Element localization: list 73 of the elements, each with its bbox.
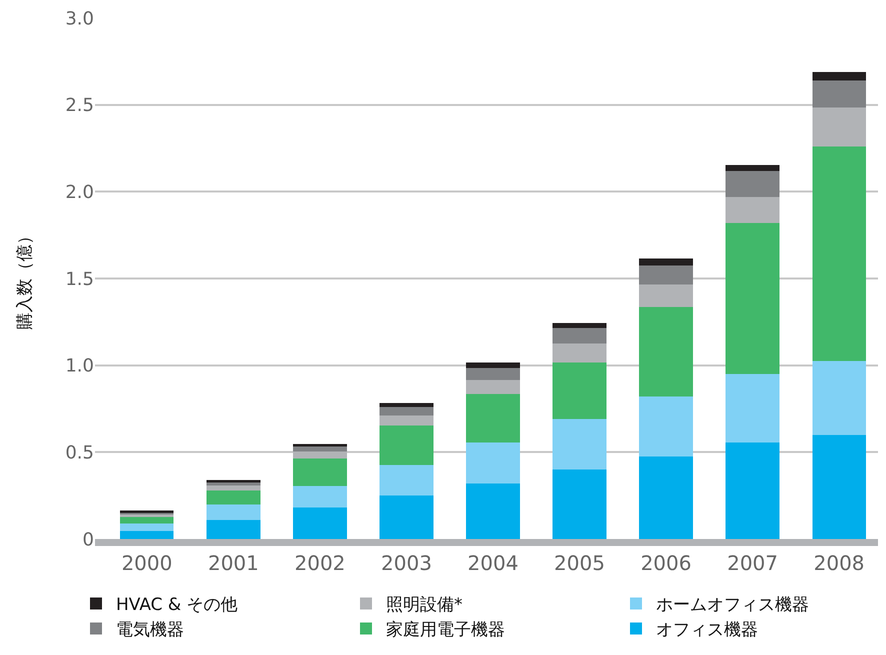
y-tick-label: 0.5 xyxy=(65,442,94,464)
legend-label: HVAC & その他 xyxy=(116,595,238,616)
bar xyxy=(380,465,434,496)
bar xyxy=(206,482,260,486)
bar xyxy=(639,265,693,285)
bar xyxy=(466,362,520,368)
bar xyxy=(726,170,780,197)
bar xyxy=(552,470,606,539)
bar xyxy=(552,362,606,420)
bar xyxy=(380,496,434,539)
y-tick-label: 1.0 xyxy=(65,356,94,377)
x-tick-label: 2005 xyxy=(554,551,605,575)
legend-label: 照明設備* xyxy=(386,595,462,616)
bar xyxy=(120,531,174,539)
x-tick-label: 2007 xyxy=(727,551,778,575)
bar xyxy=(812,107,866,147)
legend-label: 家庭用電子機器 xyxy=(386,620,505,640)
bar xyxy=(812,146,866,361)
bar xyxy=(466,368,520,380)
y-tick-label: 2.0 xyxy=(65,182,94,203)
bar xyxy=(639,258,693,266)
bar xyxy=(552,344,606,363)
bar xyxy=(380,403,434,408)
y-tick-label: 2.5 xyxy=(65,95,94,116)
bar xyxy=(120,523,174,532)
x-tick-label: 2006 xyxy=(640,551,692,575)
bar xyxy=(293,458,347,486)
y-axis-title: 購入数（億） xyxy=(14,228,35,330)
x-tick-label: 2001 xyxy=(208,551,259,575)
bar xyxy=(552,328,606,344)
bar xyxy=(552,419,606,470)
bar xyxy=(206,480,260,483)
y-tick-label: 3.0 xyxy=(65,8,94,30)
bar xyxy=(639,307,693,397)
bar xyxy=(206,504,260,520)
legend-label: 電気機器 xyxy=(116,620,184,640)
bar xyxy=(726,442,780,539)
bar xyxy=(726,222,780,374)
bar xyxy=(639,284,693,308)
bar xyxy=(206,486,260,490)
bar xyxy=(812,72,866,81)
bar xyxy=(380,407,434,416)
x-tick-label: 2000 xyxy=(121,551,172,575)
bar xyxy=(293,446,347,452)
x-tick-label: 2008 xyxy=(814,551,865,575)
bar xyxy=(726,164,780,171)
y-tick-label: 0 xyxy=(82,529,94,550)
bar xyxy=(293,486,347,508)
legend-label: オフィス機器 xyxy=(656,620,758,640)
bar xyxy=(380,416,434,426)
bar xyxy=(466,442,520,484)
bar xyxy=(120,516,174,524)
bar xyxy=(639,396,693,457)
bar xyxy=(726,196,780,223)
x-tick-label: 2002 xyxy=(294,551,346,575)
x-tick-label: 2004 xyxy=(468,551,518,575)
bar xyxy=(293,508,347,539)
bar xyxy=(293,452,347,458)
bar xyxy=(552,322,606,328)
y-tick-label: 1.5 xyxy=(65,268,94,290)
bar xyxy=(466,380,520,394)
bar xyxy=(639,456,693,539)
bar xyxy=(466,394,520,443)
bar xyxy=(380,425,434,466)
bar xyxy=(206,520,260,539)
bar xyxy=(466,483,520,539)
x-tick-label: 2003 xyxy=(381,551,432,575)
bar xyxy=(812,360,866,435)
bar xyxy=(206,490,260,504)
legend-label: ホームオフィス機器 xyxy=(656,595,809,616)
bar xyxy=(726,374,780,443)
bar xyxy=(812,434,866,539)
bar xyxy=(812,80,866,108)
